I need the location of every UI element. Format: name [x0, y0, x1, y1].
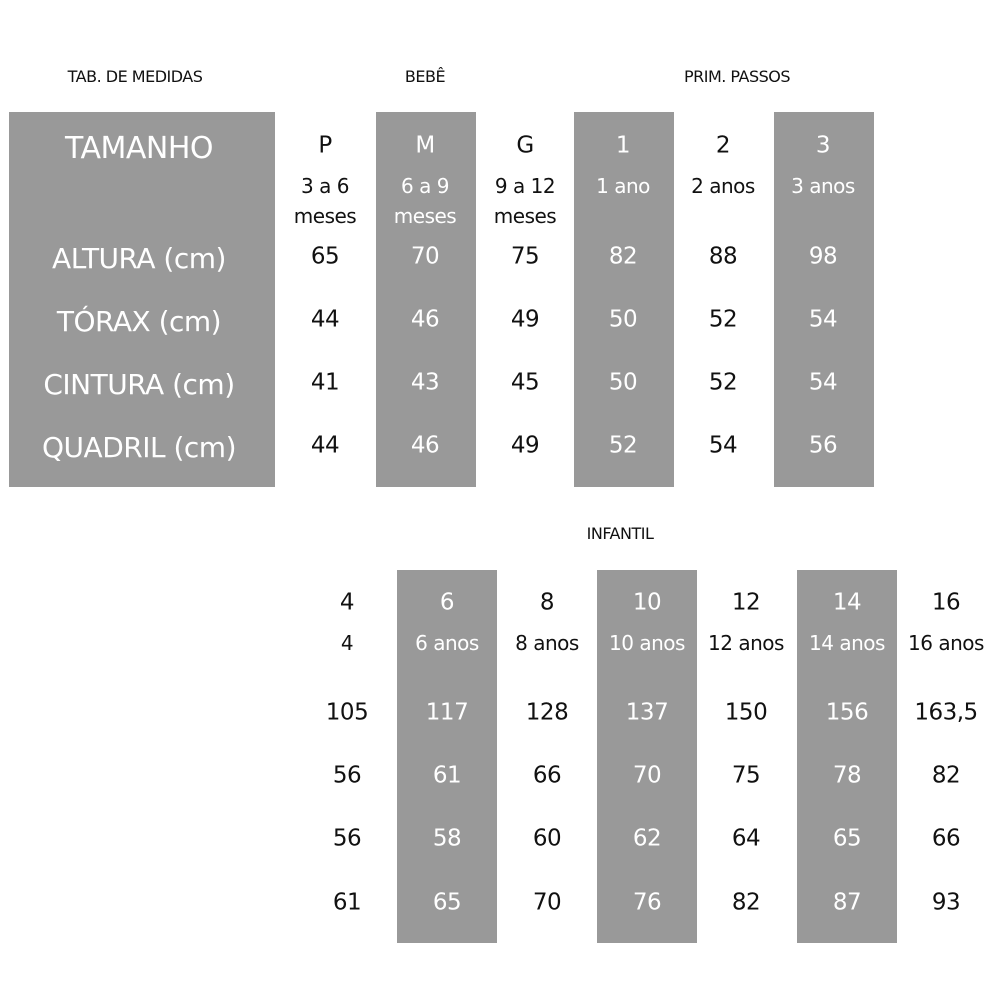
cintura-value: 64 — [731, 825, 761, 852]
label-torax: TÓRAX (cm) — [56, 305, 222, 338]
age-range: 10 anos — [609, 631, 685, 655]
cintura-value: 41 — [310, 369, 340, 396]
torax-value: 75 — [731, 762, 761, 789]
altura-value: 117 — [425, 699, 469, 726]
torax-value: 50 — [608, 306, 638, 333]
age-unit: meses — [293, 204, 357, 228]
torax-value: 49 — [510, 306, 540, 333]
age-range: 16 anos — [908, 631, 984, 655]
age-range: 9 a 12 — [494, 174, 556, 198]
label-quadril: QUADRIL (cm) — [42, 431, 236, 464]
torax-value: 44 — [310, 306, 340, 333]
torax-value: 46 — [410, 306, 440, 333]
quadril-value: 46 — [410, 432, 440, 459]
quadril-value: 87 — [832, 889, 862, 916]
quadril-value: 65 — [432, 889, 462, 916]
age-range: 3 anos — [791, 174, 855, 198]
size-label: 16 — [931, 589, 961, 616]
label-tamanho: TAMANHO — [64, 131, 214, 166]
size-label: M — [415, 132, 435, 159]
quadril-value: 44 — [310, 432, 340, 459]
torax-value: 54 — [808, 306, 838, 333]
cintura-value: 66 — [931, 825, 961, 852]
size-label: 12 — [731, 589, 761, 616]
age-range: 6 a 9 — [401, 174, 449, 198]
quadril-value: 76 — [632, 889, 662, 916]
altura-value: 105 — [325, 699, 369, 726]
cintura-value: 62 — [632, 825, 662, 852]
size-label: P — [318, 132, 332, 159]
section-prim-passos-header: PRIM. PASSOS — [683, 67, 791, 86]
age-range: 12 anos — [708, 631, 784, 655]
size-label: 6 — [439, 589, 455, 616]
cintura-value: 50 — [608, 369, 638, 396]
cintura-value: 43 — [410, 369, 440, 396]
altura-value: 98 — [808, 243, 838, 270]
torax-value: 78 — [832, 762, 862, 789]
altura-value: 156 — [825, 699, 869, 726]
altura-value: 70 — [410, 243, 440, 270]
label-altura: ALTURA (cm) — [52, 242, 226, 275]
torax-value: 66 — [532, 762, 562, 789]
shaded-column — [797, 570, 897, 943]
size-label: 1 — [615, 132, 631, 159]
size-label: 8 — [539, 589, 555, 616]
age-range: 8 anos — [515, 631, 579, 655]
quadril-value: 56 — [808, 432, 838, 459]
cintura-value: 56 — [332, 825, 362, 852]
row-labels-panel — [9, 112, 275, 487]
shaded-column — [597, 570, 697, 943]
age-range: 3 a 6 — [301, 174, 349, 198]
section-infantil-header: INFANTIL — [586, 524, 654, 543]
cintura-value: 65 — [832, 825, 862, 852]
altura-value: 128 — [525, 699, 569, 726]
torax-value: 82 — [931, 762, 961, 789]
altura-value: 88 — [708, 243, 738, 270]
cintura-value: 54 — [808, 369, 838, 396]
altura-value: 150 — [724, 699, 768, 726]
section-bebe-header: BEBÊ — [404, 67, 446, 86]
age-range: 4 — [340, 631, 354, 655]
shaded-column — [397, 570, 497, 943]
age-range: 2 anos — [691, 174, 755, 198]
quadril-value: 70 — [532, 889, 562, 916]
age-range: 14 anos — [809, 631, 885, 655]
size-label: 4 — [339, 589, 355, 616]
torax-value: 52 — [708, 306, 738, 333]
quadril-value: 52 — [608, 432, 638, 459]
quadril-value: 93 — [931, 889, 961, 916]
size-label: G — [516, 132, 534, 159]
table-title: TAB. DE MEDIDAS — [67, 67, 203, 86]
shaded-column — [774, 112, 874, 487]
age-unit: meses — [493, 204, 557, 228]
shaded-column — [376, 112, 476, 487]
shaded-column — [574, 112, 674, 487]
altura-value: 137 — [625, 699, 669, 726]
altura-value: 82 — [608, 243, 638, 270]
size-label: 3 — [815, 132, 831, 159]
altura-value: 163,5 — [914, 699, 978, 726]
age-range: 6 anos — [415, 631, 479, 655]
quadril-value: 61 — [332, 889, 362, 916]
cintura-value: 58 — [432, 825, 462, 852]
altura-value: 65 — [310, 243, 340, 270]
label-cintura: CINTURA (cm) — [43, 368, 235, 401]
torax-value: 70 — [632, 762, 662, 789]
size-label: 2 — [715, 132, 731, 159]
quadril-value: 54 — [708, 432, 738, 459]
torax-value: 61 — [432, 762, 462, 789]
age-unit: meses — [393, 204, 457, 228]
size-label: 14 — [832, 589, 862, 616]
size-label: 10 — [632, 589, 662, 616]
quadril-value: 49 — [510, 432, 540, 459]
quadril-value: 82 — [731, 889, 761, 916]
altura-value: 75 — [510, 243, 540, 270]
age-range: 1 ano — [596, 174, 650, 198]
cintura-value: 45 — [510, 369, 540, 396]
torax-value: 56 — [332, 762, 362, 789]
cintura-value: 60 — [532, 825, 562, 852]
cintura-value: 52 — [708, 369, 738, 396]
